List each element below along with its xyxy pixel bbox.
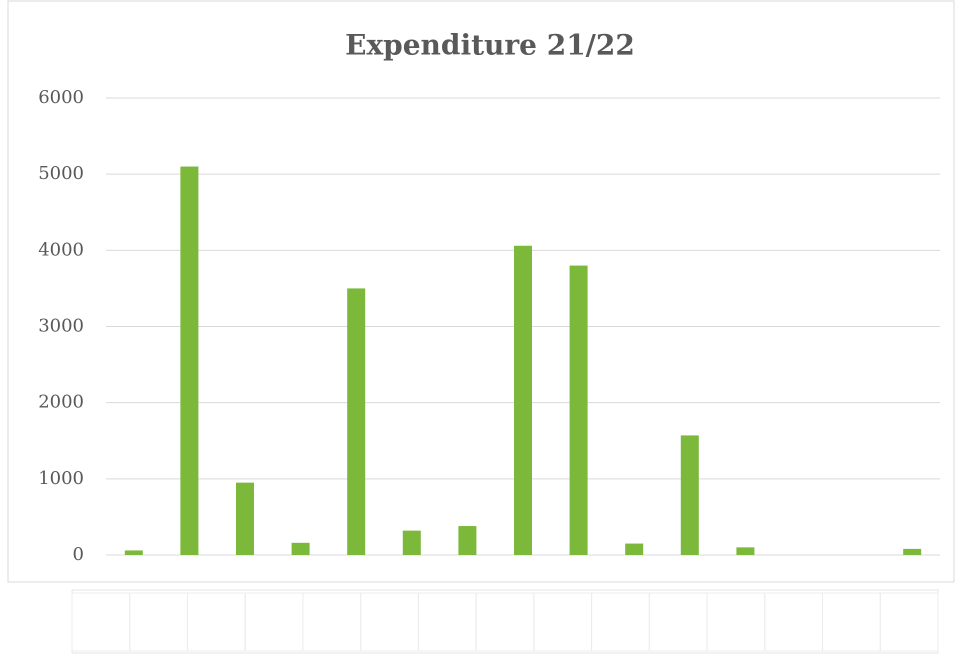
bar	[236, 482, 254, 555]
bar	[291, 542, 310, 555]
bar	[625, 543, 644, 555]
bar	[124, 550, 143, 555]
bar	[736, 547, 755, 555]
y-tick-label: 6000	[38, 87, 84, 108]
y-tick-label: 2000	[38, 392, 84, 413]
y-tick-label: 4000	[38, 239, 84, 260]
chart-title: Expenditure 21/22	[345, 29, 635, 62]
chart-frame	[7, 0, 955, 583]
bar	[680, 435, 699, 555]
y-tick-label: 0	[73, 544, 84, 565]
bar	[458, 526, 477, 555]
bar	[402, 530, 421, 555]
y-tick-label: 5000	[38, 163, 84, 184]
y-tick-label: 1000	[38, 468, 84, 489]
category-cell	[879, 592, 939, 652]
category-label-area	[71, 589, 939, 654]
y-tick-label: 3000	[38, 316, 84, 337]
bar	[514, 245, 532, 555]
bar	[347, 288, 366, 555]
bar	[569, 265, 588, 555]
bar	[180, 166, 199, 556]
bar	[903, 548, 922, 555]
